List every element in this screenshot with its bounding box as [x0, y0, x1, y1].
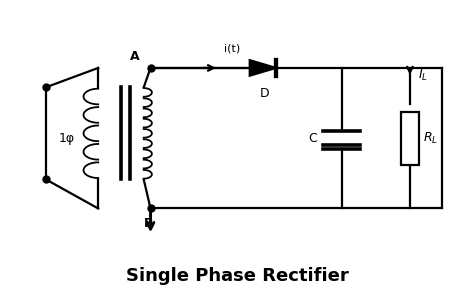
- Text: C: C: [308, 132, 317, 145]
- Text: Single Phase Rectifier: Single Phase Rectifier: [126, 267, 348, 285]
- Text: i(t): i(t): [224, 44, 241, 53]
- Text: B: B: [144, 217, 153, 230]
- Text: $R_L$: $R_L$: [423, 131, 438, 146]
- Text: A: A: [129, 50, 139, 63]
- Bar: [401, 112, 419, 165]
- Text: $I_L$: $I_L$: [418, 68, 428, 83]
- Text: D: D: [259, 87, 269, 100]
- Text: 1φ: 1φ: [58, 132, 74, 145]
- Polygon shape: [250, 60, 276, 76]
